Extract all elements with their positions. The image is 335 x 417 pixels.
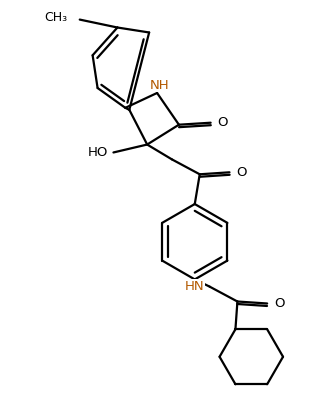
Text: O: O bbox=[274, 297, 285, 310]
Text: NH: NH bbox=[149, 78, 169, 92]
Text: HN: HN bbox=[185, 280, 205, 293]
Text: O: O bbox=[217, 116, 228, 129]
Text: CH₃: CH₃ bbox=[45, 11, 68, 24]
Text: O: O bbox=[237, 166, 247, 179]
Text: HO: HO bbox=[88, 146, 109, 159]
